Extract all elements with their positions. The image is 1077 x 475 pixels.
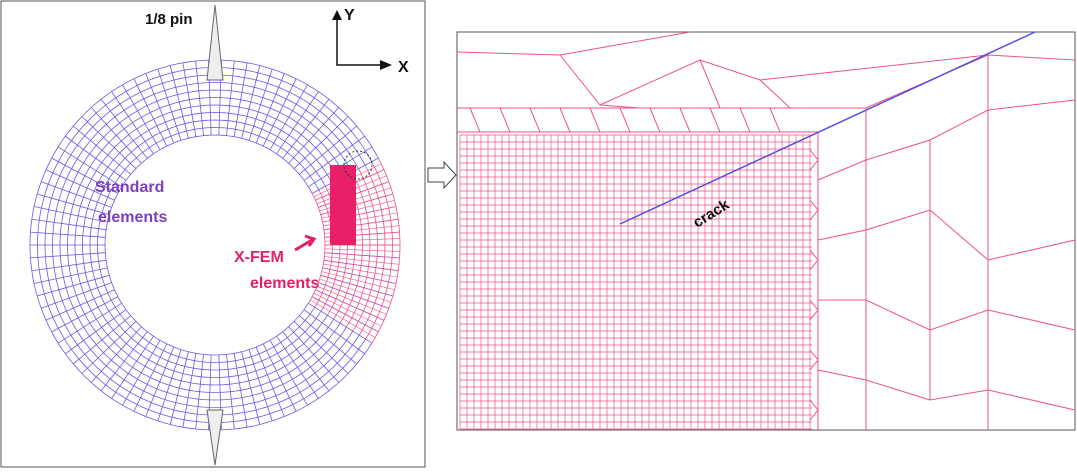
axis-x-label: X	[398, 59, 409, 76]
axis-y-label: Y	[344, 7, 355, 24]
xfem-label: elements	[250, 275, 319, 292]
xfem-block	[330, 165, 356, 245]
standard-label: Standard	[95, 179, 164, 196]
figure: 1/8 pin Y X Standard elements X-FEM elem…	[0, 0, 1077, 470]
xfem-label: X-FEM	[234, 249, 284, 266]
standard-label: elements	[98, 209, 167, 226]
zoom-arrow	[428, 162, 456, 188]
pin-label: 1/8 pin	[145, 11, 193, 28]
right-panel-frame	[457, 32, 1075, 430]
